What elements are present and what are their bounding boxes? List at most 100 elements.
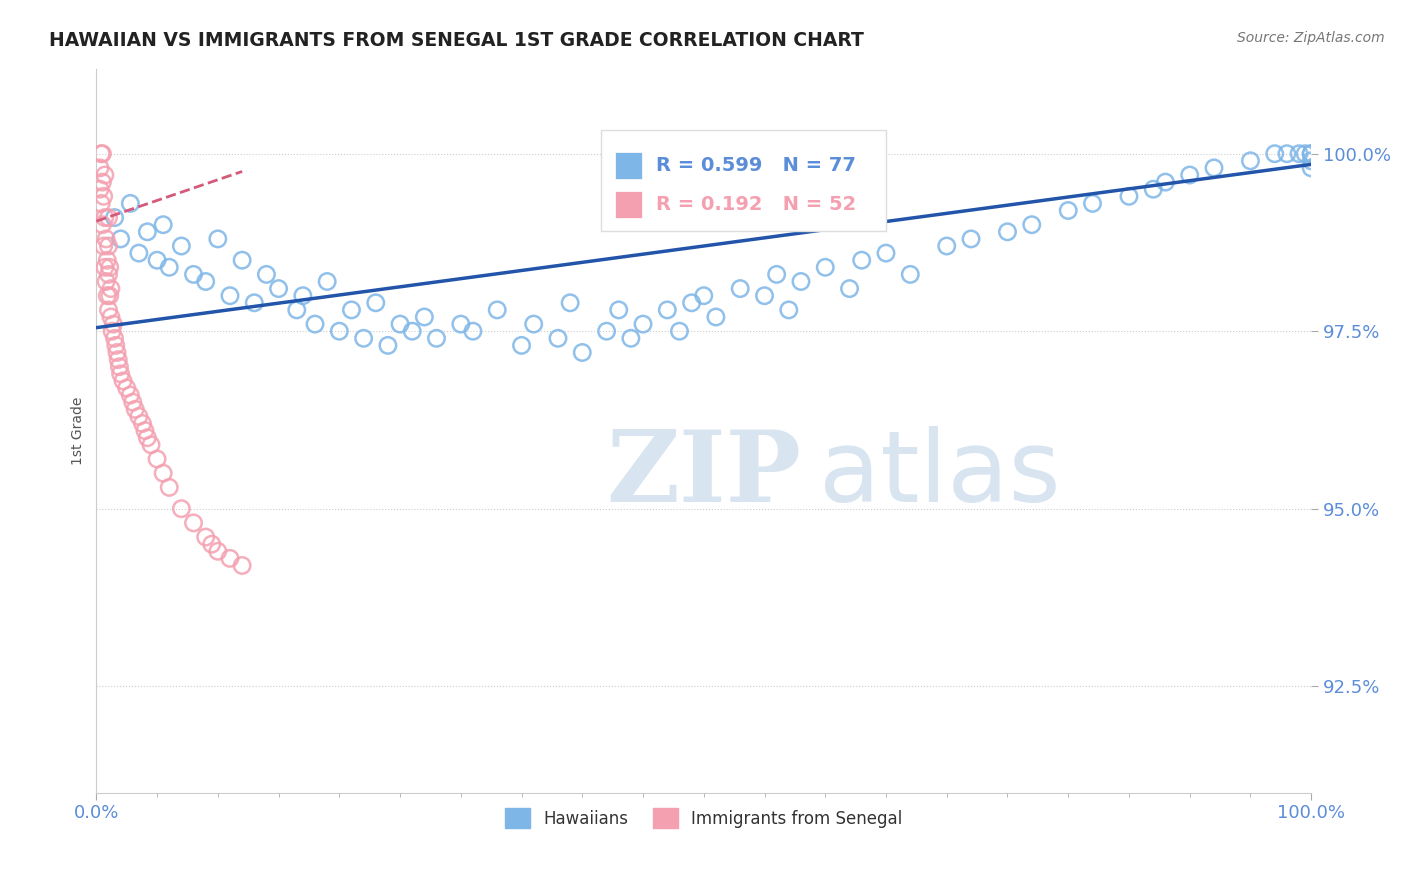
Point: [1275, 146, 1298, 161]
Point: [790, 275, 813, 289]
Point: [1301, 161, 1323, 175]
Point: [101, 324, 124, 338]
Point: [254, 268, 277, 282]
Point: [91, 175, 114, 189]
Point: [131, 417, 153, 431]
Point: [97, 302, 120, 317]
Point: [778, 302, 800, 317]
Point: [304, 317, 326, 331]
Point: [110, 367, 132, 381]
Point: [219, 289, 242, 303]
Point: [607, 302, 630, 317]
FancyBboxPatch shape: [614, 152, 641, 179]
Point: [285, 302, 308, 317]
Point: [170, 501, 193, 516]
Text: Source: ZipAtlas.com: Source: ZipAtlas.com: [1237, 31, 1385, 45]
Point: [1301, 146, 1323, 161]
Point: [89, 182, 111, 196]
Point: [107, 352, 129, 367]
Point: [595, 324, 617, 338]
Point: [152, 218, 174, 232]
Point: [693, 289, 716, 303]
Point: [668, 324, 690, 338]
Text: R = 0.599   N = 77: R = 0.599 N = 77: [657, 156, 856, 175]
Point: [935, 239, 957, 253]
Point: [340, 302, 363, 317]
Point: [486, 302, 509, 317]
Point: [1288, 146, 1310, 161]
Point: [1057, 203, 1080, 218]
Point: [183, 516, 205, 530]
Point: [103, 331, 125, 345]
Point: [997, 225, 1019, 239]
Point: [96, 253, 118, 268]
Point: [94, 211, 117, 225]
Point: [1264, 146, 1286, 161]
Point: [100, 310, 122, 324]
Point: [547, 331, 569, 345]
Point: [89, 161, 111, 175]
Point: [875, 246, 897, 260]
Point: [98, 289, 121, 303]
Point: [98, 260, 121, 275]
Point: [103, 211, 125, 225]
Y-axis label: 1st Grade: 1st Grade: [72, 396, 86, 465]
Point: [157, 260, 180, 275]
Point: [291, 289, 314, 303]
FancyBboxPatch shape: [600, 130, 886, 231]
Point: [1021, 218, 1043, 232]
Point: [110, 232, 132, 246]
Point: [94, 260, 117, 275]
Point: [136, 431, 159, 445]
Point: [194, 530, 217, 544]
Point: [105, 345, 128, 359]
Point: [207, 544, 229, 558]
Point: [560, 295, 582, 310]
Point: [90, 196, 112, 211]
Point: [207, 232, 229, 246]
Point: [146, 253, 169, 268]
Point: [96, 289, 118, 303]
Point: [120, 196, 142, 211]
Point: [97, 239, 120, 253]
Point: [425, 331, 447, 345]
Text: R = 0.192   N = 52: R = 0.192 N = 52: [657, 195, 856, 214]
Point: [93, 239, 115, 253]
Point: [128, 409, 150, 424]
Point: [960, 232, 983, 246]
Text: HAWAIIAN VS IMMIGRANTS FROM SENEGAL 1ST GRADE CORRELATION CHART: HAWAIIAN VS IMMIGRANTS FROM SENEGAL 1ST …: [49, 31, 865, 50]
Point: [91, 146, 114, 161]
Point: [353, 331, 375, 345]
Point: [146, 452, 169, 467]
Point: [1154, 175, 1177, 189]
Point: [93, 189, 115, 203]
Point: [754, 289, 776, 303]
Point: [657, 302, 679, 317]
Point: [765, 268, 787, 282]
Point: [1294, 146, 1316, 161]
Point: [94, 232, 117, 246]
Point: [201, 537, 224, 551]
Point: [413, 310, 436, 324]
Point: [115, 381, 138, 395]
Point: [152, 466, 174, 480]
Point: [97, 268, 120, 282]
FancyBboxPatch shape: [614, 191, 641, 219]
Point: [121, 395, 143, 409]
Point: [231, 558, 253, 573]
Point: [97, 211, 120, 225]
Point: [510, 338, 533, 352]
Point: [1202, 161, 1225, 175]
Point: [704, 310, 727, 324]
Text: atlas: atlas: [820, 425, 1060, 523]
Point: [389, 317, 412, 331]
Point: [103, 317, 125, 331]
Point: [128, 246, 150, 260]
Point: [1301, 153, 1323, 168]
Point: [631, 317, 654, 331]
Point: [364, 295, 387, 310]
Point: [523, 317, 546, 331]
Point: [814, 260, 837, 275]
Point: [100, 282, 122, 296]
Point: [571, 345, 593, 359]
